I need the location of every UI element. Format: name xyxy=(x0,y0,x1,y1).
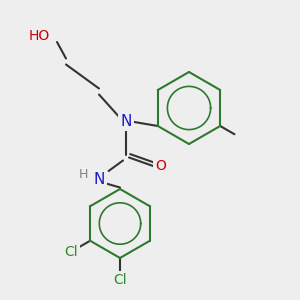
Text: HO: HO xyxy=(28,29,50,43)
Text: Cl: Cl xyxy=(64,244,78,259)
Text: N: N xyxy=(93,172,105,188)
Text: H: H xyxy=(79,168,88,181)
Text: O: O xyxy=(155,160,166,173)
Text: Cl: Cl xyxy=(113,273,127,286)
Text: N: N xyxy=(120,114,132,129)
